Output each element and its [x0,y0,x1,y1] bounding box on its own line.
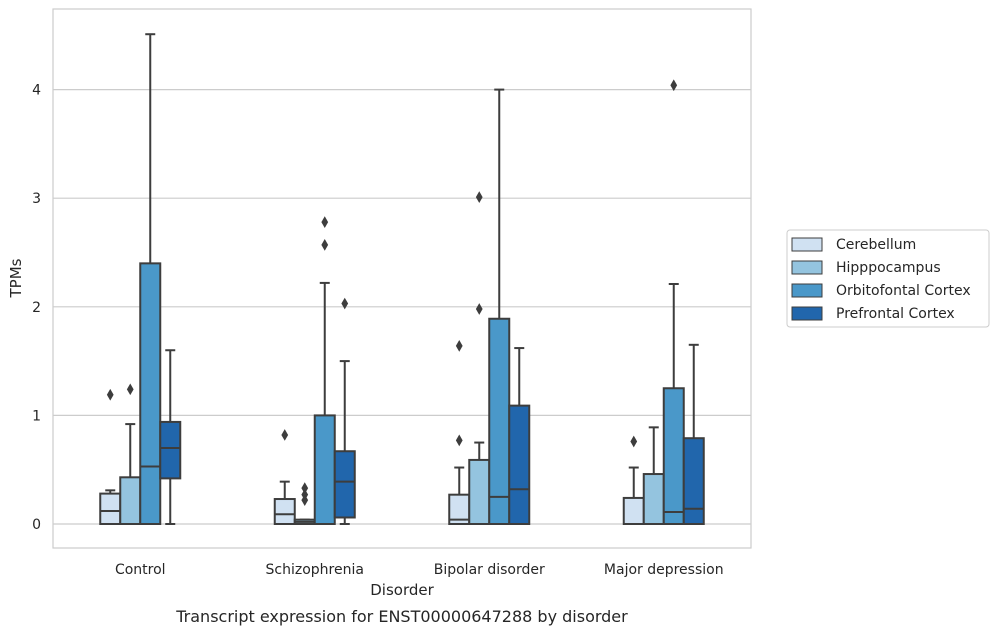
legend: Cerebellum Hipppocampus Orbitofontal Corte… [786,229,990,328]
box-iqr [662,387,685,525]
outlier-point-0 [670,79,678,92]
y-tick-label-4: 4 [32,83,41,99]
outlier-point-1 [475,191,483,203]
outlier-point-0 [106,388,114,401]
legend-label-hipppocampus: Hipppocampus [836,260,941,276]
boxes [99,33,705,526]
box-iqr [682,437,705,525]
outlier-point-0 [341,297,349,310]
outlier-point-1 [301,488,309,501]
legend-swatch-prefrontal-cortex [791,306,823,321]
outlier-point-1 [455,340,463,352]
plot-area-frame [52,8,752,549]
x-tick-label-major-depression: Major depression [604,562,724,578]
box-iqr [622,496,645,526]
x-tick-label-control: Control [115,562,166,578]
legend-swatch-hipppocampus [791,260,823,275]
box-iqr [273,498,296,526]
outlier-point-0 [321,239,329,251]
box-schizophrenia-hipppocampus [293,482,316,526]
y-tick-label-0: 0 [32,517,41,533]
legend-swatch-orbitofontal-cortex [791,283,823,298]
box-iqr [642,473,665,526]
box-major-depression-orbitofontal-cortex [662,79,685,525]
outlier-point-0 [630,435,638,448]
outlier-point-1 [321,216,329,228]
box-schizophrenia-orbitofontal-cortex [313,216,336,525]
y-tick-label-3: 3 [32,191,41,207]
box-iqr [333,450,356,519]
legend-label-cerebellum: Cerebellum [836,237,916,253]
y-axis-title: TPMs [7,258,25,298]
outlier-point-0 [281,429,289,441]
box-control-orbitofontal-cortex [139,33,162,525]
box-bipolar-disorder-cerebellum [448,340,471,526]
chart-caption: Transcript expression for ENST0000064728… [175,607,628,626]
box-major-depression-cerebellum [622,435,645,526]
box-control-hipppocampus [119,383,142,525]
box-major-depression-prefrontal-cortex [682,343,705,525]
box-iqr [488,317,511,525]
y-tick-label-2: 2 [32,300,41,316]
box-iqr [139,262,162,525]
outlier-point-0 [455,434,463,447]
y-tick-label-1: 1 [32,408,41,424]
x-tick-labels: Control Schizophrenia Bipolar disorder Majo… [115,562,724,578]
y-tick-labels: 0 1 2 3 4 [32,83,41,533]
legend-label-prefrontal-cortex: Prefrontal Cortex [836,306,955,322]
box-major-depression-hipppocampus [642,426,665,526]
legend-swatch-cerebellum [791,237,823,252]
x-axis-title: Disorder [370,581,434,599]
box-bipolar-disorder-orbitofontal-cortex [488,88,511,525]
box-schizophrenia-cerebellum [273,429,296,526]
legend-frame [786,229,990,328]
legend-label-orbitofontal-cortex: Orbitofontal Cortex [836,283,971,299]
box-control-cerebellum [99,388,122,526]
box-bipolar-disorder-hipppocampus [468,191,491,525]
outlier-point-0 [126,383,134,396]
outlier-point-2 [301,482,309,495]
box-iqr [313,414,336,525]
box-iqr [159,420,182,480]
x-tick-label-bipolar-disorder: Bipolar disorder [434,562,545,578]
outlier-point-0 [475,303,483,315]
box-schizophrenia-prefrontal-cortex [333,297,356,525]
box-iqr [468,458,491,525]
box-control-prefrontal-cortex [159,349,182,525]
box-iqr [119,476,142,525]
box-bipolar-disorder-prefrontal-cortex [508,347,531,526]
box-iqr [508,404,531,526]
box-iqr [99,492,122,526]
x-tick-label-schizophrenia: Schizophrenia [266,562,364,578]
